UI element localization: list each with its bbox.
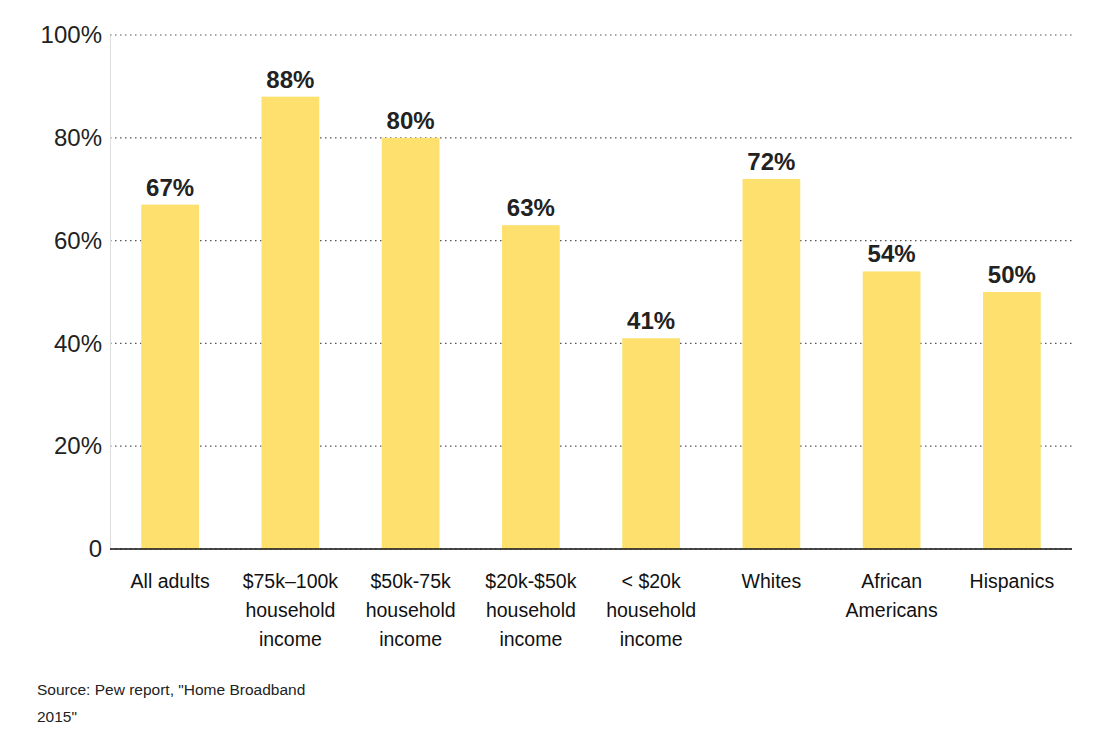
data-label: 80%	[387, 107, 435, 134]
y-tick: 40%	[54, 330, 110, 357]
bar	[141, 205, 199, 549]
y-tick: 80%	[54, 124, 110, 151]
x-tick: Whites	[742, 549, 802, 592]
data-label: 63%	[507, 194, 555, 221]
grid-line	[110, 548, 1072, 549]
y-axis-line	[110, 36, 111, 550]
source-line: 2015"	[37, 708, 77, 725]
data-labels: 67% 88% 80% 63% 41% 72% 54% 50%	[146, 66, 1036, 335]
x-tick-label: $75k–100k household income	[243, 570, 339, 650]
bar	[622, 338, 680, 549]
source-line: Source: Pew report, "Home Broadband	[37, 681, 305, 698]
grid-line	[110, 34, 1072, 35]
y-tick: 0	[89, 535, 110, 562]
x-tick-label-line: household	[606, 599, 696, 621]
x-tick-label-line: household	[245, 599, 335, 621]
y-tick-label: 80%	[54, 124, 102, 151]
x-tick-label: Hispanics	[970, 570, 1055, 592]
x-tick-label: < $20k household income	[606, 570, 696, 650]
bars	[141, 97, 1040, 549]
y-tick: 60%	[54, 227, 110, 254]
x-tick-label: African Americans	[846, 570, 938, 621]
x-tick-label-line: Whites	[742, 570, 802, 592]
y-tick: 20%	[54, 432, 110, 459]
bar	[382, 138, 440, 549]
bar	[863, 271, 921, 549]
x-tick-label-line: household	[366, 599, 456, 621]
data-label: 72%	[747, 148, 795, 175]
grid-line	[110, 240, 1072, 241]
y-axis: 0 20% 40% 60% 80% 100%	[41, 21, 111, 562]
x-axis-line	[110, 548, 1072, 550]
x-tick: $75k–100k household income	[243, 549, 339, 650]
y-tick: 100%	[41, 21, 110, 48]
grid-line	[110, 137, 1072, 138]
source: Source: Pew report, "Home Broadband 2015"	[37, 681, 305, 725]
x-tick-label-line: $20k-$50k	[485, 570, 576, 592]
grid-line	[110, 446, 1072, 447]
x-tick-label-line: $50k-75k	[371, 570, 451, 592]
bar	[502, 225, 560, 549]
x-tick-label-line: income	[379, 628, 442, 650]
data-label: 54%	[868, 240, 916, 267]
x-tick-label-line: income	[499, 628, 562, 650]
x-tick: All adults	[131, 549, 210, 592]
x-tick-label-line: All adults	[131, 570, 210, 592]
x-tick-label: $50k-75k household income	[366, 570, 456, 650]
x-tick-label-line: income	[620, 628, 683, 650]
data-label: 41%	[627, 307, 675, 334]
x-tick-label: $20k-$50k household income	[485, 570, 576, 650]
data-label: 67%	[146, 174, 194, 201]
grid-line	[110, 343, 1072, 344]
data-label: 88%	[266, 66, 314, 93]
y-tick-label: 0	[89, 535, 102, 562]
x-tick-label: All adults	[131, 570, 210, 592]
bar	[983, 292, 1041, 549]
x-tick: $20k-$50k household income	[485, 549, 576, 650]
bar	[262, 97, 320, 549]
x-tick-label-line: household	[486, 599, 576, 621]
x-tick-label-line: Americans	[846, 599, 938, 621]
x-tick: Hispanics	[970, 549, 1055, 592]
chart: 0 20% 40% 60% 80% 100% All adults $75k–100k hous…	[0, 0, 1110, 740]
x-tick-label-line: income	[259, 628, 322, 650]
x-tick-label: Whites	[742, 570, 802, 592]
x-tick-label-line: African	[861, 570, 922, 592]
x-tick-label-line: $75k–100k	[243, 570, 339, 592]
x-axis: All adults$75k–100khouseholdincome$50k-7…	[110, 549, 1072, 650]
data-label: 50%	[988, 261, 1036, 288]
y-tick-label: 100%	[41, 21, 102, 48]
x-tick: < $20k household income	[606, 549, 696, 650]
x-tick-label-line: Hispanics	[970, 570, 1055, 592]
x-tick: African Americans	[846, 549, 938, 621]
y-tick-label: 20%	[54, 432, 102, 459]
grid	[110, 35, 1072, 549]
x-tick-label-line: < $20k	[622, 570, 681, 592]
y-tick-label: 60%	[54, 227, 102, 254]
bar	[743, 179, 801, 549]
y-tick-label: 40%	[54, 330, 102, 357]
x-tick: $50k-75k household income	[366, 549, 456, 650]
